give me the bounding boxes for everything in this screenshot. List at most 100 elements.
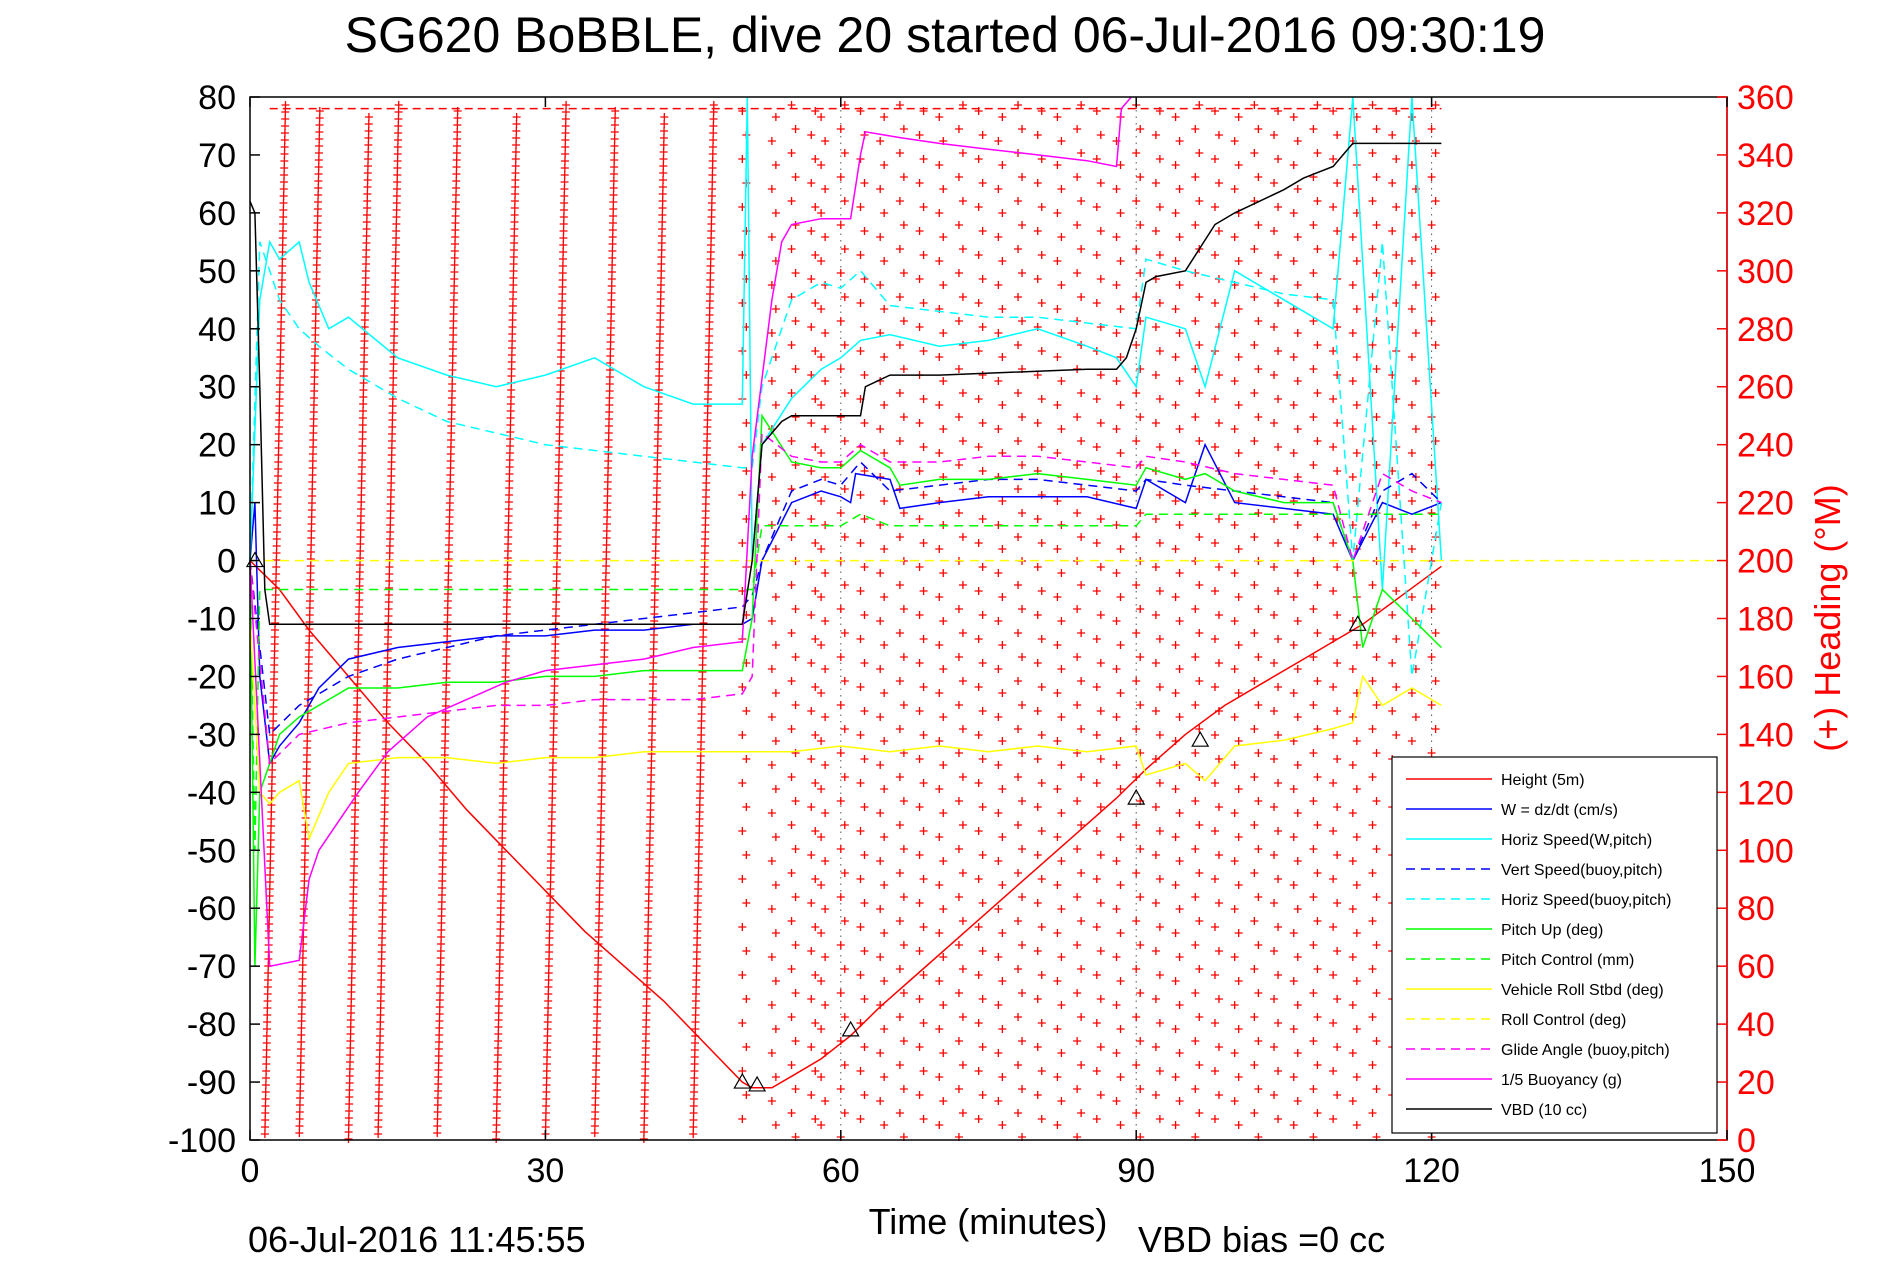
heading-point bbox=[899, 269, 908, 277]
heading-point bbox=[811, 1067, 820, 1075]
heading-point bbox=[767, 857, 776, 865]
heading-point bbox=[1274, 251, 1283, 259]
heading-point bbox=[1171, 257, 1180, 265]
heading-point bbox=[1368, 629, 1377, 637]
heading-point bbox=[360, 337, 369, 345]
heading-point bbox=[703, 416, 712, 424]
heading-point bbox=[590, 1129, 599, 1137]
heading-point bbox=[1214, 947, 1223, 955]
heading-point bbox=[994, 377, 1003, 385]
heading-point bbox=[604, 429, 613, 437]
heading-point bbox=[312, 268, 321, 276]
heading-point bbox=[356, 547, 365, 555]
heading-point bbox=[438, 877, 447, 885]
heading-point bbox=[1014, 485, 1023, 493]
heading-point bbox=[356, 540, 365, 548]
heading-point bbox=[767, 905, 776, 913]
heading-point bbox=[821, 185, 830, 193]
heading-point bbox=[895, 773, 904, 781]
series-line-1-5-buoyancy-g bbox=[249, 96, 1132, 968]
heading-point bbox=[742, 947, 751, 955]
heading-point bbox=[697, 731, 706, 739]
heading-point bbox=[554, 479, 563, 487]
heading-point bbox=[444, 569, 453, 577]
heading-point bbox=[311, 303, 320, 311]
heading-point bbox=[1270, 227, 1279, 235]
heading-point bbox=[1431, 293, 1440, 301]
heading-point bbox=[1191, 941, 1200, 949]
heading-point bbox=[1333, 611, 1342, 619]
heading-point bbox=[856, 1067, 865, 1075]
heading-point bbox=[704, 360, 713, 368]
heading-point bbox=[1116, 305, 1125, 313]
heading-point bbox=[697, 710, 706, 718]
heading-point bbox=[508, 295, 517, 303]
heading-point bbox=[771, 401, 780, 409]
heading-point bbox=[1112, 905, 1121, 913]
x-tick-label: 120 bbox=[1403, 1152, 1460, 1190]
heading-point bbox=[280, 157, 289, 165]
heading-point bbox=[434, 1073, 443, 1081]
heading-point bbox=[295, 1122, 304, 1130]
heading-point bbox=[1037, 683, 1046, 691]
heading-point bbox=[649, 645, 658, 653]
heading-point bbox=[598, 744, 607, 752]
heading-point bbox=[1096, 131, 1105, 139]
heading-point bbox=[1155, 395, 1164, 403]
heading-point bbox=[544, 1004, 553, 1012]
heading-point bbox=[958, 821, 967, 829]
heading-point bbox=[738, 971, 747, 979]
heading-point bbox=[1254, 317, 1263, 325]
heading-point bbox=[549, 738, 558, 746]
heading-point bbox=[387, 486, 396, 494]
heading-point bbox=[653, 456, 662, 464]
heading-point bbox=[505, 463, 514, 471]
heading-point bbox=[610, 128, 619, 136]
heading-point bbox=[605, 408, 614, 416]
heading-point bbox=[380, 801, 389, 809]
heading-point bbox=[353, 666, 362, 674]
heading-point bbox=[384, 591, 393, 599]
heading-point bbox=[596, 863, 605, 871]
heading-point bbox=[606, 324, 615, 332]
heading-point bbox=[1151, 323, 1160, 331]
heading-point bbox=[705, 325, 714, 333]
heading-point bbox=[1096, 707, 1105, 715]
heading-point bbox=[388, 430, 397, 438]
heading-point bbox=[501, 687, 510, 695]
heading-point bbox=[1096, 419, 1105, 427]
heading-point bbox=[1116, 449, 1125, 457]
heading-point bbox=[876, 809, 885, 817]
heading-point bbox=[994, 713, 1003, 721]
heading-point bbox=[266, 857, 275, 865]
heading-point bbox=[647, 771, 656, 779]
heading-point bbox=[548, 787, 557, 795]
heading-point bbox=[660, 127, 669, 135]
heading-point bbox=[275, 388, 284, 396]
heading-point bbox=[507, 358, 516, 366]
heading-point bbox=[654, 400, 663, 408]
heading-point bbox=[915, 275, 924, 283]
heading-point bbox=[1270, 803, 1279, 811]
heading-point bbox=[434, 1066, 443, 1074]
heading-point bbox=[703, 423, 712, 431]
heading-point bbox=[1155, 587, 1164, 595]
heading-point bbox=[1427, 653, 1436, 661]
heading-point bbox=[603, 492, 612, 500]
heading-point bbox=[1073, 653, 1082, 661]
heading-point bbox=[698, 682, 707, 690]
heading-point bbox=[895, 965, 904, 973]
heading-point bbox=[503, 582, 512, 590]
heading-point bbox=[643, 939, 652, 947]
heading-point bbox=[698, 668, 707, 676]
heading-point bbox=[1234, 977, 1243, 985]
heading-point bbox=[876, 617, 885, 625]
heading-point bbox=[498, 799, 507, 807]
heading-point bbox=[362, 211, 371, 219]
heading-point bbox=[657, 246, 666, 254]
heading-point bbox=[1329, 731, 1338, 739]
heading-point bbox=[1407, 257, 1416, 265]
heading-point bbox=[306, 576, 315, 584]
heading-point bbox=[1077, 773, 1086, 781]
heading-point bbox=[1077, 389, 1086, 397]
